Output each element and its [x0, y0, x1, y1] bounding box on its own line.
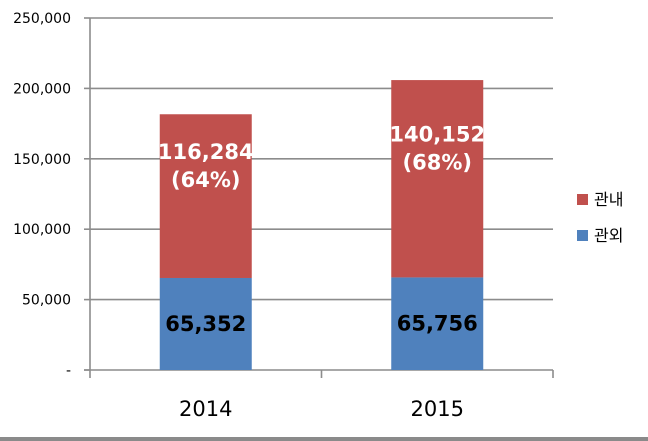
- data-labels: 65,352 116,284 (64%) 65,756 140,152 (68%): [158, 123, 485, 336]
- legend-label: 관내: [594, 190, 623, 209]
- legend-swatch: [577, 230, 588, 241]
- legend-label: 관외: [594, 226, 623, 245]
- y-tick-label: 250,000: [13, 11, 71, 27]
- data-label: (64%): [171, 168, 240, 192]
- data-label: 116,284: [158, 140, 254, 164]
- data-label: 65,756: [397, 312, 478, 336]
- y-tick-label: 100,000: [13, 222, 71, 238]
- legend-swatch: [577, 194, 588, 205]
- bottom-border: [0, 437, 648, 441]
- y-tick-label: 150,000: [13, 152, 71, 168]
- y-tick-label: 50,000: [22, 293, 71, 309]
- bar-segment: [391, 80, 484, 278]
- x-tick-label: 2014: [179, 397, 232, 421]
- y-tick-label: 200,000: [13, 81, 71, 97]
- data-label: (68%): [403, 151, 472, 175]
- bar-segment: [391, 277, 484, 370]
- x-tick-label: 2015: [411, 397, 464, 421]
- axes: - 50,000 100,000 150,000 200,000 250,000 2014 2…: [13, 11, 554, 421]
- bars: [159, 80, 484, 370]
- data-label: 65,352: [165, 312, 246, 336]
- bar-segment: [159, 114, 252, 278]
- y-tick-label: -: [66, 363, 71, 379]
- data-label: 140,152: [389, 123, 485, 147]
- bar-segment: [159, 277, 252, 370]
